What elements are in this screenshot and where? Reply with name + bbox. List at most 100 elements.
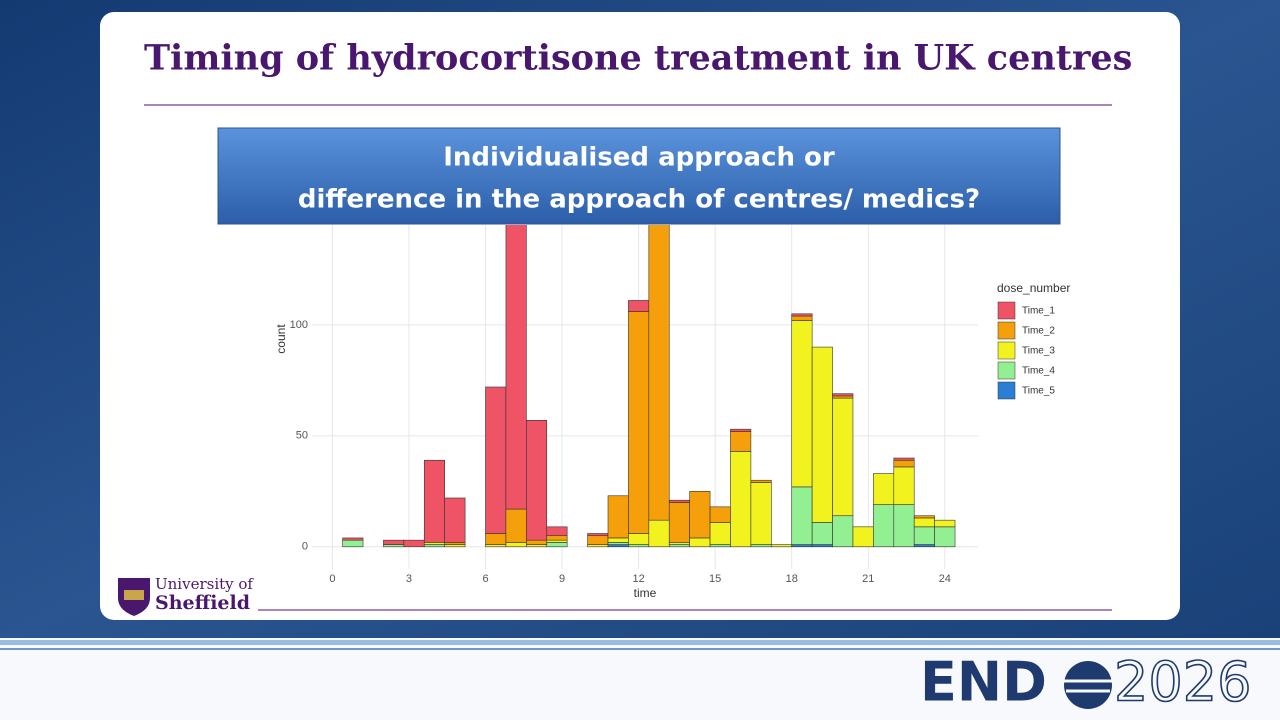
bar-segment xyxy=(423,459,445,543)
legend-label: Time_4 xyxy=(1022,366,1055,377)
x-tick-label: 0 xyxy=(329,573,335,585)
bar-segment xyxy=(689,537,711,548)
bar-segment xyxy=(852,526,874,548)
university-logo-text: Sheffield xyxy=(155,592,250,614)
bar-segment xyxy=(607,542,629,545)
conference-logo-globe xyxy=(1064,661,1112,709)
bar-segment xyxy=(628,311,650,534)
bar-segment xyxy=(832,397,854,517)
bar-segment xyxy=(607,495,629,539)
bar-segment xyxy=(709,522,731,545)
legend-label: Time_3 xyxy=(1022,346,1055,357)
bar-segment xyxy=(811,346,833,523)
legend-title: dose_number xyxy=(997,281,1070,295)
conference-logo-text: END xyxy=(920,651,1047,714)
legend-key xyxy=(997,361,1016,380)
bar-segment xyxy=(893,466,915,505)
bar-segment xyxy=(648,225,670,521)
bar-segment xyxy=(730,428,752,432)
bar-segment xyxy=(403,539,425,548)
y-tick-label: 50 xyxy=(296,430,308,442)
bar-segment xyxy=(668,502,690,543)
bar-segment xyxy=(423,542,445,545)
bar-segment xyxy=(423,544,445,548)
x-tick-label: 21 xyxy=(862,573,874,585)
bar-segment xyxy=(811,522,833,545)
callout-text: Individualised approach or xyxy=(443,143,835,173)
bar-segment xyxy=(832,395,854,399)
y-axis-label: count xyxy=(274,324,288,354)
legend-key xyxy=(997,381,1016,400)
bar-segment xyxy=(628,544,650,548)
bar-segment xyxy=(383,539,405,545)
bar-segment xyxy=(913,515,935,519)
bar-segment xyxy=(546,542,568,548)
footer-stripe xyxy=(0,640,1280,645)
university-crest xyxy=(124,590,144,600)
university-logo-text: University of xyxy=(155,575,254,593)
bar-segment xyxy=(750,482,772,545)
y-tick-label: 0 xyxy=(302,541,308,553)
bar-segment xyxy=(709,506,731,523)
bar-segment xyxy=(668,499,690,503)
bar-segment xyxy=(505,225,527,510)
bar-segment xyxy=(485,386,507,534)
x-tick-label: 6 xyxy=(482,573,488,585)
bar-segment xyxy=(505,542,527,548)
bar-segment xyxy=(750,544,772,548)
bar-segment xyxy=(526,544,548,548)
slide-title: Timing of hydrocortisone treatment in UK… xyxy=(144,38,1132,79)
x-tick-label: 3 xyxy=(406,573,412,585)
callout-banner xyxy=(217,127,1061,225)
bar-segment xyxy=(893,459,915,468)
bar-segment xyxy=(709,544,731,548)
bar-segment xyxy=(628,533,650,545)
bar-segment xyxy=(791,315,813,321)
legend-key xyxy=(997,341,1016,360)
bar-segment xyxy=(587,544,609,548)
bar-segment xyxy=(444,544,466,548)
footer-stripe xyxy=(0,648,1280,650)
bar-segment xyxy=(607,544,629,548)
bar-segment xyxy=(791,544,813,548)
bar-segment xyxy=(893,457,915,461)
bar-segment xyxy=(648,519,670,548)
bar-segment xyxy=(811,544,833,548)
bar-segment xyxy=(913,517,935,528)
bar-segment xyxy=(628,300,650,312)
bar-segment xyxy=(505,508,527,543)
bar-segment xyxy=(607,537,629,543)
legend-key xyxy=(997,321,1016,340)
x-tick-label: 12 xyxy=(632,573,644,585)
bar-segment xyxy=(791,486,813,545)
bar-segment xyxy=(668,542,690,545)
bar-segment xyxy=(444,497,466,543)
legend-key xyxy=(997,301,1016,320)
bar-segment xyxy=(342,537,364,541)
bar-segment xyxy=(546,535,568,541)
bars xyxy=(342,225,956,548)
x-tick-label: 15 xyxy=(709,573,721,585)
bar-segment xyxy=(730,431,752,452)
bar-segment xyxy=(546,526,568,537)
bar-segment xyxy=(526,539,548,545)
bar-segment xyxy=(873,504,895,548)
x-tick-label: 9 xyxy=(559,573,565,585)
legend-label: Time_2 xyxy=(1022,326,1055,337)
bar-segment xyxy=(913,526,935,545)
bar-segment xyxy=(750,479,772,483)
legend-label: Time_1 xyxy=(1022,306,1055,317)
bar-segment xyxy=(587,533,609,537)
legend-label: Time_5 xyxy=(1022,386,1055,397)
callout-text: difference in the approach of centres/ m… xyxy=(298,185,980,215)
bar-segment xyxy=(873,473,895,505)
bar-segment xyxy=(383,544,405,548)
chart: 0 50 100 0 3 6 9 12 15 18 21 24 time count dose_number… xyxy=(274,225,1070,600)
bar-segment xyxy=(444,542,466,545)
bar-segment xyxy=(587,535,609,545)
bar-segment xyxy=(791,320,813,488)
bar-segment xyxy=(832,393,854,397)
x-tick-label: 18 xyxy=(786,573,798,585)
bar-segment xyxy=(913,544,935,548)
